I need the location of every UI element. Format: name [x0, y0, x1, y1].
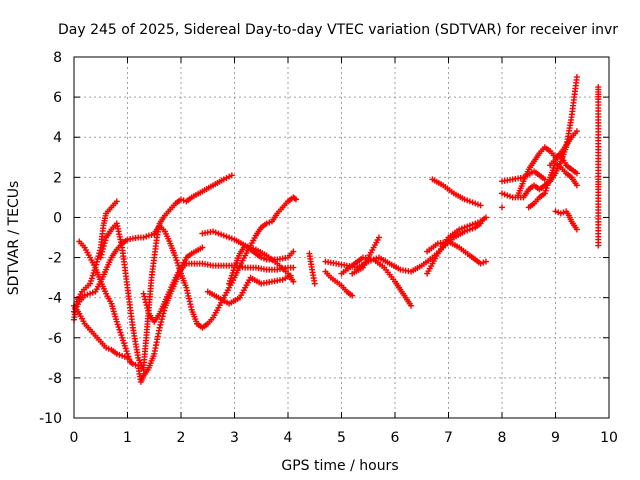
x-tick-label: 8: [498, 430, 507, 446]
data-point: [100, 243, 107, 250]
data-point: [499, 204, 505, 211]
data-point: [482, 214, 489, 221]
data-point: [573, 226, 580, 233]
x-axis-label: GPS time / hours: [281, 458, 398, 474]
data-point: [290, 248, 297, 255]
x-tick-labels: 0 1 2 3 4 5 6 7 8 9 10: [70, 430, 618, 446]
data-point: [99, 248, 106, 255]
data-point: [573, 182, 580, 189]
x-tick-label: 1: [123, 430, 132, 446]
x-tick-label: 3: [230, 430, 239, 446]
data-point: [113, 198, 120, 205]
y-tick-label: 0: [53, 210, 62, 226]
data-point: [573, 170, 580, 177]
axis-ticks: [73, 56, 610, 419]
x-tick-label: 0: [70, 430, 79, 446]
x-tick-label: 2: [177, 430, 186, 446]
data-point: [97, 254, 104, 261]
data-point: [141, 293, 148, 300]
data-point: [290, 264, 297, 271]
y-tick-label: -10: [39, 411, 62, 427]
data-points: [71, 74, 602, 385]
data-point: [145, 307, 152, 314]
data-point: [94, 255, 101, 262]
x-tick-label: 7: [444, 430, 453, 446]
data-point: [100, 245, 107, 252]
data-point: [93, 258, 100, 265]
x-tick-label: 10: [600, 430, 618, 446]
y-tick-label: -4: [48, 291, 62, 307]
y-tick-label: -6: [48, 331, 62, 347]
data-point: [156, 324, 163, 331]
y-tick-label: -8: [48, 371, 62, 387]
data-point: [124, 354, 131, 361]
data-point: [311, 280, 318, 287]
data-point: [142, 299, 149, 306]
data-point: [140, 290, 147, 297]
data-point: [228, 172, 235, 179]
data-point: [102, 237, 109, 244]
y-tick-label: 4: [53, 130, 62, 146]
y-tick-label: 2: [53, 170, 62, 186]
data-point: [375, 234, 382, 241]
data-point: [98, 251, 105, 258]
data-point: [349, 292, 356, 299]
data-point: [595, 242, 602, 249]
data-point: [408, 302, 415, 309]
data-point: [158, 319, 165, 326]
data-point: [573, 128, 580, 135]
data-point: [287, 272, 294, 279]
data-point: [143, 302, 150, 309]
data-point: [477, 202, 484, 209]
chart-title: Day 245 of 2025, Sidereal Day-to-day VTE…: [58, 22, 618, 38]
data-point: [101, 240, 108, 247]
x-tick-label: 5: [337, 430, 346, 446]
x-tick-label: 4: [284, 430, 293, 446]
data-point: [482, 258, 489, 265]
data-point: [157, 321, 164, 328]
data-point: [290, 278, 297, 285]
data-point: [142, 296, 149, 303]
x-tick-label: 6: [391, 430, 400, 446]
data-point: [573, 74, 580, 81]
data-point: [158, 316, 165, 323]
data-point: [144, 304, 151, 311]
y-axis-label: SDTVAR / TECUs: [6, 181, 22, 296]
data-point: [199, 244, 206, 251]
y-tick-label: 6: [53, 90, 62, 106]
y-tick-label: 8: [53, 50, 62, 66]
data-point: [293, 196, 300, 203]
y-tick-labels: -10 -8 -6 -4 -2 0 2 4 6 8: [39, 50, 62, 427]
x-tick-label: 9: [551, 430, 560, 446]
y-tick-label: -2: [48, 251, 62, 267]
